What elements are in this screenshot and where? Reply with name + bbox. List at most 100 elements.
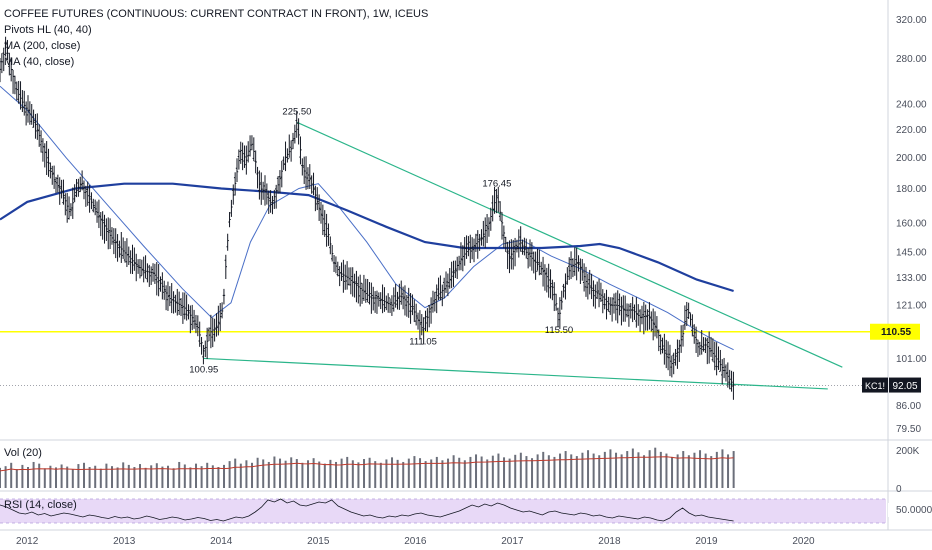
volume-bar bbox=[346, 456, 349, 488]
volume-bar bbox=[458, 457, 461, 488]
volume-bar bbox=[525, 456, 528, 488]
volume-bar bbox=[368, 457, 371, 488]
volume-bar bbox=[732, 451, 735, 488]
price-tick-label: 240.00 bbox=[896, 99, 927, 110]
volume-bar bbox=[340, 458, 343, 488]
volume-bar bbox=[172, 468, 175, 488]
volume-bar bbox=[21, 464, 24, 488]
price-tick-label: 280.00 bbox=[896, 54, 927, 65]
volume-bar bbox=[167, 465, 170, 488]
volume-bar bbox=[379, 462, 382, 488]
volume-bar bbox=[133, 467, 136, 488]
volume-bar bbox=[374, 461, 377, 488]
volume-bar bbox=[144, 467, 147, 488]
volume-bar bbox=[615, 452, 618, 488]
volume-bar bbox=[452, 455, 455, 488]
volume-bar bbox=[609, 449, 612, 488]
volume-bar bbox=[32, 461, 35, 488]
volume-bar bbox=[648, 450, 651, 488]
price-tick-label: 121.00 bbox=[896, 301, 927, 312]
trendline bbox=[203, 357, 828, 390]
legend-pivots: Pivots HL (40, 40) bbox=[4, 24, 92, 36]
volume-bar bbox=[475, 454, 478, 488]
x-tick-label: 2012 bbox=[16, 536, 39, 547]
volume-bar bbox=[295, 459, 298, 488]
volume-bar bbox=[94, 465, 97, 488]
volume-bar bbox=[206, 462, 209, 488]
trendline bbox=[296, 121, 843, 368]
pivot-label: 225.50 bbox=[282, 106, 311, 117]
volume-bar bbox=[122, 462, 125, 488]
volume-bar bbox=[559, 453, 562, 488]
volume-bar bbox=[228, 461, 231, 488]
volume-bar bbox=[111, 466, 114, 488]
ma200-line bbox=[0, 182, 734, 293]
rsi-axis-bg bbox=[888, 503, 932, 517]
volume-bar bbox=[643, 455, 646, 488]
volume-bar bbox=[419, 458, 422, 488]
volume-bar bbox=[693, 452, 696, 488]
volume-bar bbox=[66, 466, 69, 488]
volume-bar bbox=[284, 460, 287, 488]
volume-bar bbox=[60, 464, 63, 488]
volume-bar bbox=[301, 462, 304, 488]
volume-bar bbox=[564, 451, 567, 488]
volume-bar bbox=[335, 461, 338, 488]
volume-bar bbox=[491, 455, 494, 488]
volume-bar bbox=[10, 462, 13, 488]
volume-bar bbox=[183, 464, 186, 488]
pivot-label: 111.05 bbox=[409, 336, 437, 347]
legend-ma200: MA (200, close) bbox=[4, 40, 81, 52]
volume-bar bbox=[715, 451, 718, 488]
rsi-label: RSI (14, close) bbox=[4, 499, 77, 511]
price-tick-label: 79.50 bbox=[896, 424, 921, 435]
volume-bar bbox=[4, 466, 7, 488]
volume-bar bbox=[279, 458, 282, 488]
price-tick-label: 200.00 bbox=[896, 153, 927, 164]
volume-bar bbox=[312, 458, 315, 488]
volume-bar bbox=[239, 463, 242, 488]
volume-bar bbox=[178, 461, 181, 488]
volume-bar bbox=[195, 463, 198, 488]
symbol-tag-label: KC1! bbox=[865, 381, 885, 391]
volume-bar bbox=[727, 454, 730, 488]
volume-bar bbox=[217, 467, 220, 488]
volume-bar bbox=[318, 461, 321, 488]
volume-bar bbox=[49, 465, 52, 488]
volume-bar bbox=[161, 466, 164, 488]
volume-bar bbox=[620, 454, 623, 488]
volume-bar bbox=[402, 461, 405, 488]
volume-ma-line bbox=[0, 456, 734, 472]
current-price-label: 92.05 bbox=[892, 381, 917, 392]
volume-bar bbox=[307, 460, 310, 488]
volume-bar bbox=[200, 466, 203, 488]
volume-bar bbox=[547, 455, 550, 488]
volume-bar bbox=[351, 460, 354, 488]
support-price-label: 110.55 bbox=[881, 327, 911, 338]
volume-bar bbox=[273, 456, 276, 488]
volume-bar bbox=[598, 455, 601, 488]
volume-bar bbox=[603, 451, 606, 488]
volume-bar bbox=[363, 459, 366, 488]
volume-bar bbox=[463, 460, 466, 488]
volume-bar bbox=[508, 458, 511, 488]
volume-bar bbox=[687, 455, 690, 488]
price-tick-label: 86.00 bbox=[896, 401, 921, 412]
volume-bar bbox=[189, 467, 192, 488]
volume-bar bbox=[699, 450, 702, 488]
volume-bar bbox=[391, 457, 394, 488]
volume-bar bbox=[0, 467, 1, 488]
chart-legend: COFFEE FUTURES (CONTINUOUS: CURRENT CONT… bbox=[4, 6, 428, 70]
volume-bar bbox=[637, 452, 640, 488]
volume-bar bbox=[223, 464, 226, 488]
volume-axis-label: 0 bbox=[896, 484, 902, 495]
volume-bar bbox=[542, 451, 545, 488]
x-tick-label: 2018 bbox=[598, 536, 621, 547]
volume-axis-label: 200K bbox=[896, 446, 920, 457]
volume-bar bbox=[99, 468, 102, 488]
volume-bar bbox=[139, 464, 142, 488]
price-tick-label: 160.00 bbox=[896, 219, 927, 230]
volume-bar bbox=[256, 457, 259, 488]
volume-bar bbox=[262, 459, 265, 488]
